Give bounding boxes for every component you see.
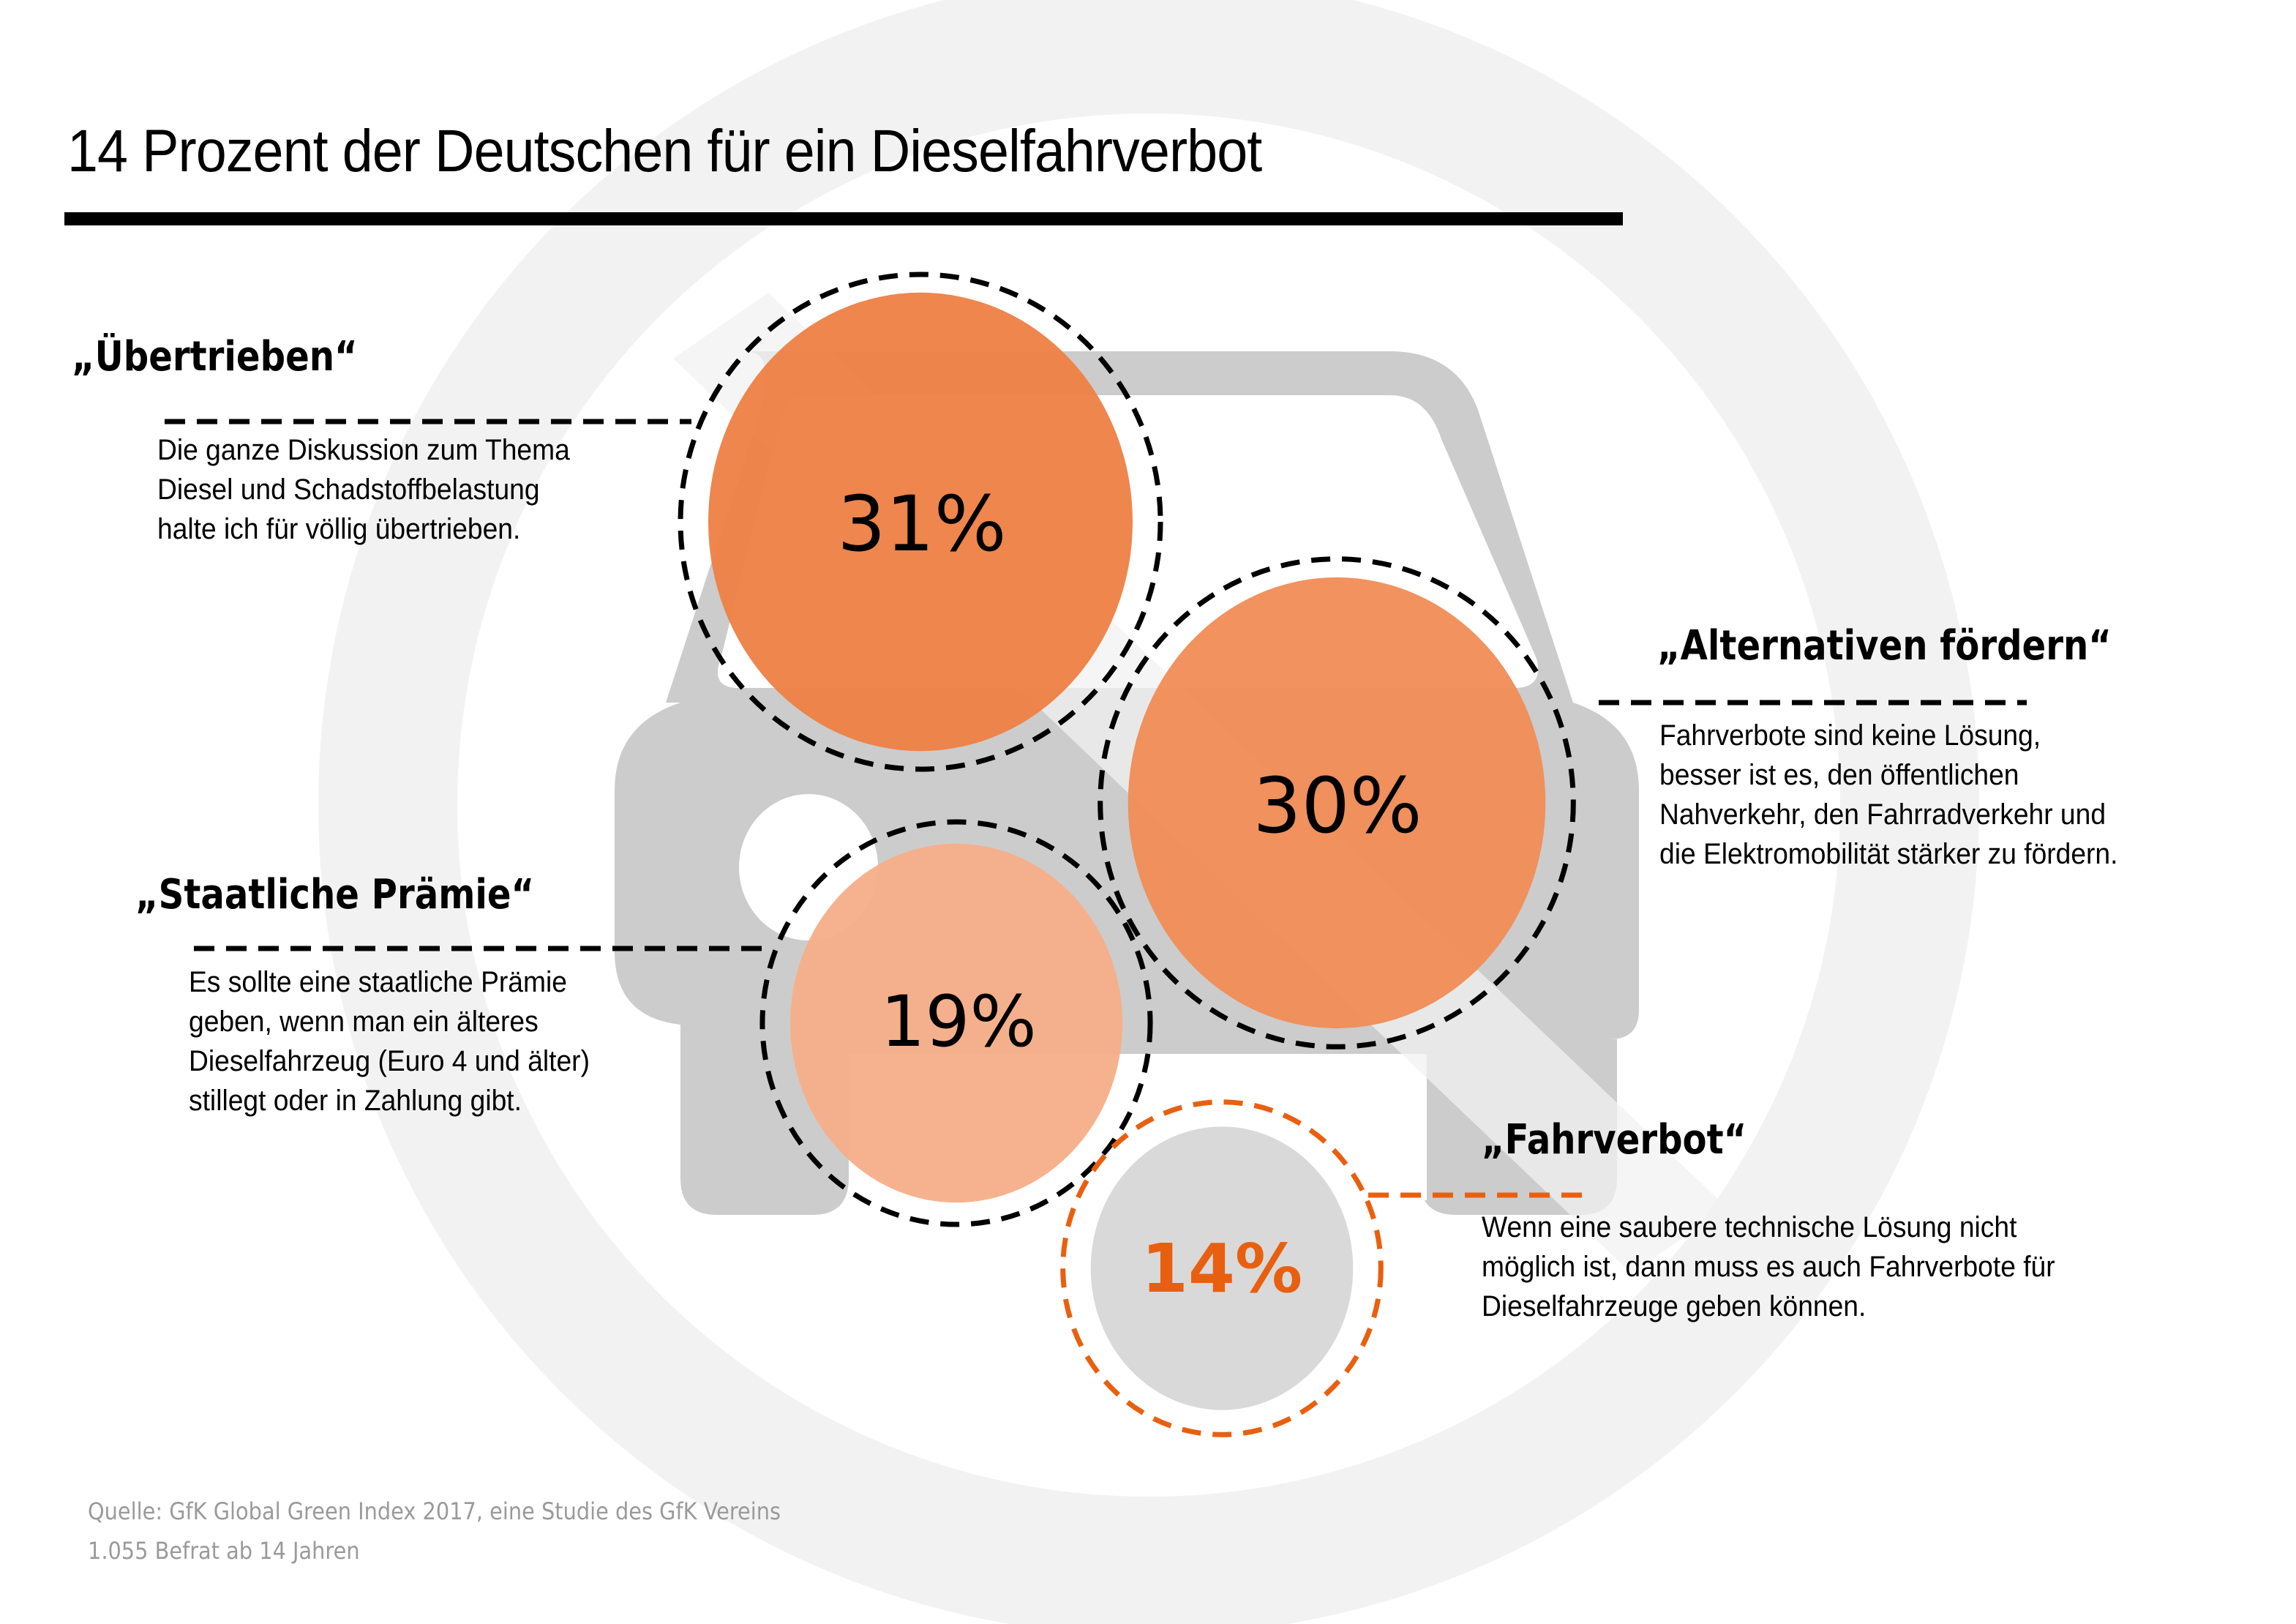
value-label-14: 14% bbox=[1141, 1230, 1303, 1308]
value-label-30: 30% bbox=[1253, 761, 1422, 850]
text-fahrverbot: Wenn eine saubere technische Lösung nich… bbox=[1482, 1211, 2055, 1322]
value-label-19: 19% bbox=[880, 981, 1037, 1063]
text-uebertrieben: Die ganze Diskussion zum Thema Diesel un… bbox=[157, 434, 570, 545]
bubble-praemie bbox=[789, 843, 1123, 1203]
bubble-fahrverbot bbox=[1090, 1126, 1354, 1410]
bubble-alternativen bbox=[1128, 577, 1546, 1029]
prohibition-sign-icon bbox=[318, 0, 1979, 1624]
bubble-ring-alternativen bbox=[1098, 556, 1576, 1049]
source-line-1: Quelle: GfK Global Green Index 2017, ein… bbox=[88, 1497, 781, 1525]
source-line-2: 1.055 Befrat ab 14 Jahren bbox=[88, 1537, 360, 1565]
heading-uebertrieben: „Übertrieben“ bbox=[72, 333, 358, 381]
bubble-group bbox=[678, 272, 1576, 1437]
title-underline bbox=[64, 212, 1623, 225]
heading-fahrverbot: „Fahrverbot“ bbox=[1482, 1116, 1747, 1164]
heading-alternativen: „Alternativen fördern“ bbox=[1657, 622, 2112, 670]
text-praemie: Es sollte eine staatliche Prämie geben, … bbox=[189, 966, 590, 1117]
bubble-ring-praemie bbox=[759, 819, 1153, 1227]
text-alternativen: Fahrverbote sind keine Lösung, besser is… bbox=[1659, 719, 2118, 870]
page-title: 14 Prozent der Deutschen für ein Dieself… bbox=[67, 118, 1262, 184]
source-note: Quelle: GfK Global Green Index 2017, ein… bbox=[88, 1492, 781, 1571]
heading-praemie: „Staatliche Prämie“ bbox=[135, 871, 535, 918]
bubble-ring-uebertrieben bbox=[678, 272, 1163, 772]
value-label-31: 31% bbox=[837, 479, 1007, 569]
bubble-uebertrieben bbox=[708, 292, 1133, 752]
prohibition-ring bbox=[318, 0, 1979, 1624]
